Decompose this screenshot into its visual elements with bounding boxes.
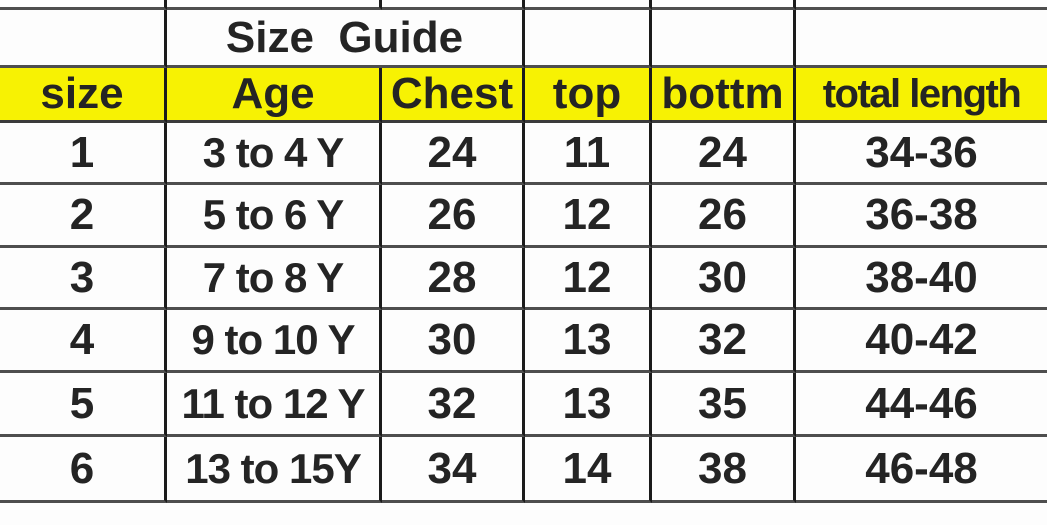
- cell-top: 12: [525, 185, 652, 248]
- cell-size: 3: [0, 248, 167, 310]
- cell-top: 14: [525, 437, 652, 503]
- cropped-cell: [0, 0, 167, 10]
- cell-size: 5: [0, 373, 167, 437]
- cell-total-length: 34-36: [796, 123, 1047, 185]
- empty-cell: [0, 10, 167, 68]
- cell-bottm: 35: [652, 373, 796, 437]
- cell-size: 1: [0, 123, 167, 185]
- cell-bottm: 30: [652, 248, 796, 310]
- cell-age: 11 to 12 Y: [167, 373, 382, 437]
- cell-age: 3 to 4 Y: [167, 123, 382, 185]
- cell-chest: 28: [382, 248, 525, 310]
- cell-chest: 34: [382, 437, 525, 503]
- cell-total-length: 44-46: [796, 373, 1047, 437]
- column-header-size: size: [0, 68, 167, 123]
- cell-top: 12: [525, 248, 652, 310]
- column-header-bottm: bottm: [652, 68, 796, 123]
- column-header-top: top: [525, 68, 652, 123]
- cell-total-length: 46-48: [796, 437, 1047, 503]
- cropped-cell: [167, 0, 382, 10]
- cell-bottm: 26: [652, 185, 796, 248]
- cropped-cell: [796, 0, 1047, 10]
- cell-total-length: 40-42: [796, 310, 1047, 373]
- cell-top: 11: [525, 123, 652, 185]
- cell-total-length: 38-40: [796, 248, 1047, 310]
- cell-chest: 26: [382, 185, 525, 248]
- cell-top: 13: [525, 373, 652, 437]
- cell-age: 5 to 6 Y: [167, 185, 382, 248]
- column-header-total-length: total length: [796, 68, 1047, 123]
- column-header-age: Age: [167, 68, 382, 123]
- cell-chest: 32: [382, 373, 525, 437]
- cell-size: 4: [0, 310, 167, 373]
- cell-size: 2: [0, 185, 167, 248]
- cell-age: 7 to 8 Y: [167, 248, 382, 310]
- empty-cell: [652, 10, 796, 68]
- cropped-cell: [525, 0, 652, 10]
- empty-cell: [525, 10, 652, 68]
- column-header-chest: Chest: [382, 68, 525, 123]
- cell-chest: 30: [382, 310, 525, 373]
- cell-top: 13: [525, 310, 652, 373]
- cell-bottm: 38: [652, 437, 796, 503]
- size-guide-title: Size Guide: [167, 10, 525, 68]
- size-guide-table: Size Guide size Age Chest top bottm tota…: [0, 0, 1047, 503]
- cell-bottm: 24: [652, 123, 796, 185]
- cropped-cell: [382, 0, 525, 10]
- cell-age: 13 to 15Y: [167, 437, 382, 503]
- empty-cell: [796, 10, 1047, 68]
- cropped-cell: [652, 0, 796, 10]
- cell-bottm: 32: [652, 310, 796, 373]
- cell-age: 9 to 10 Y: [167, 310, 382, 373]
- cell-total-length: 36-38: [796, 185, 1047, 248]
- cell-size: 6: [0, 437, 167, 503]
- cell-chest: 24: [382, 123, 525, 185]
